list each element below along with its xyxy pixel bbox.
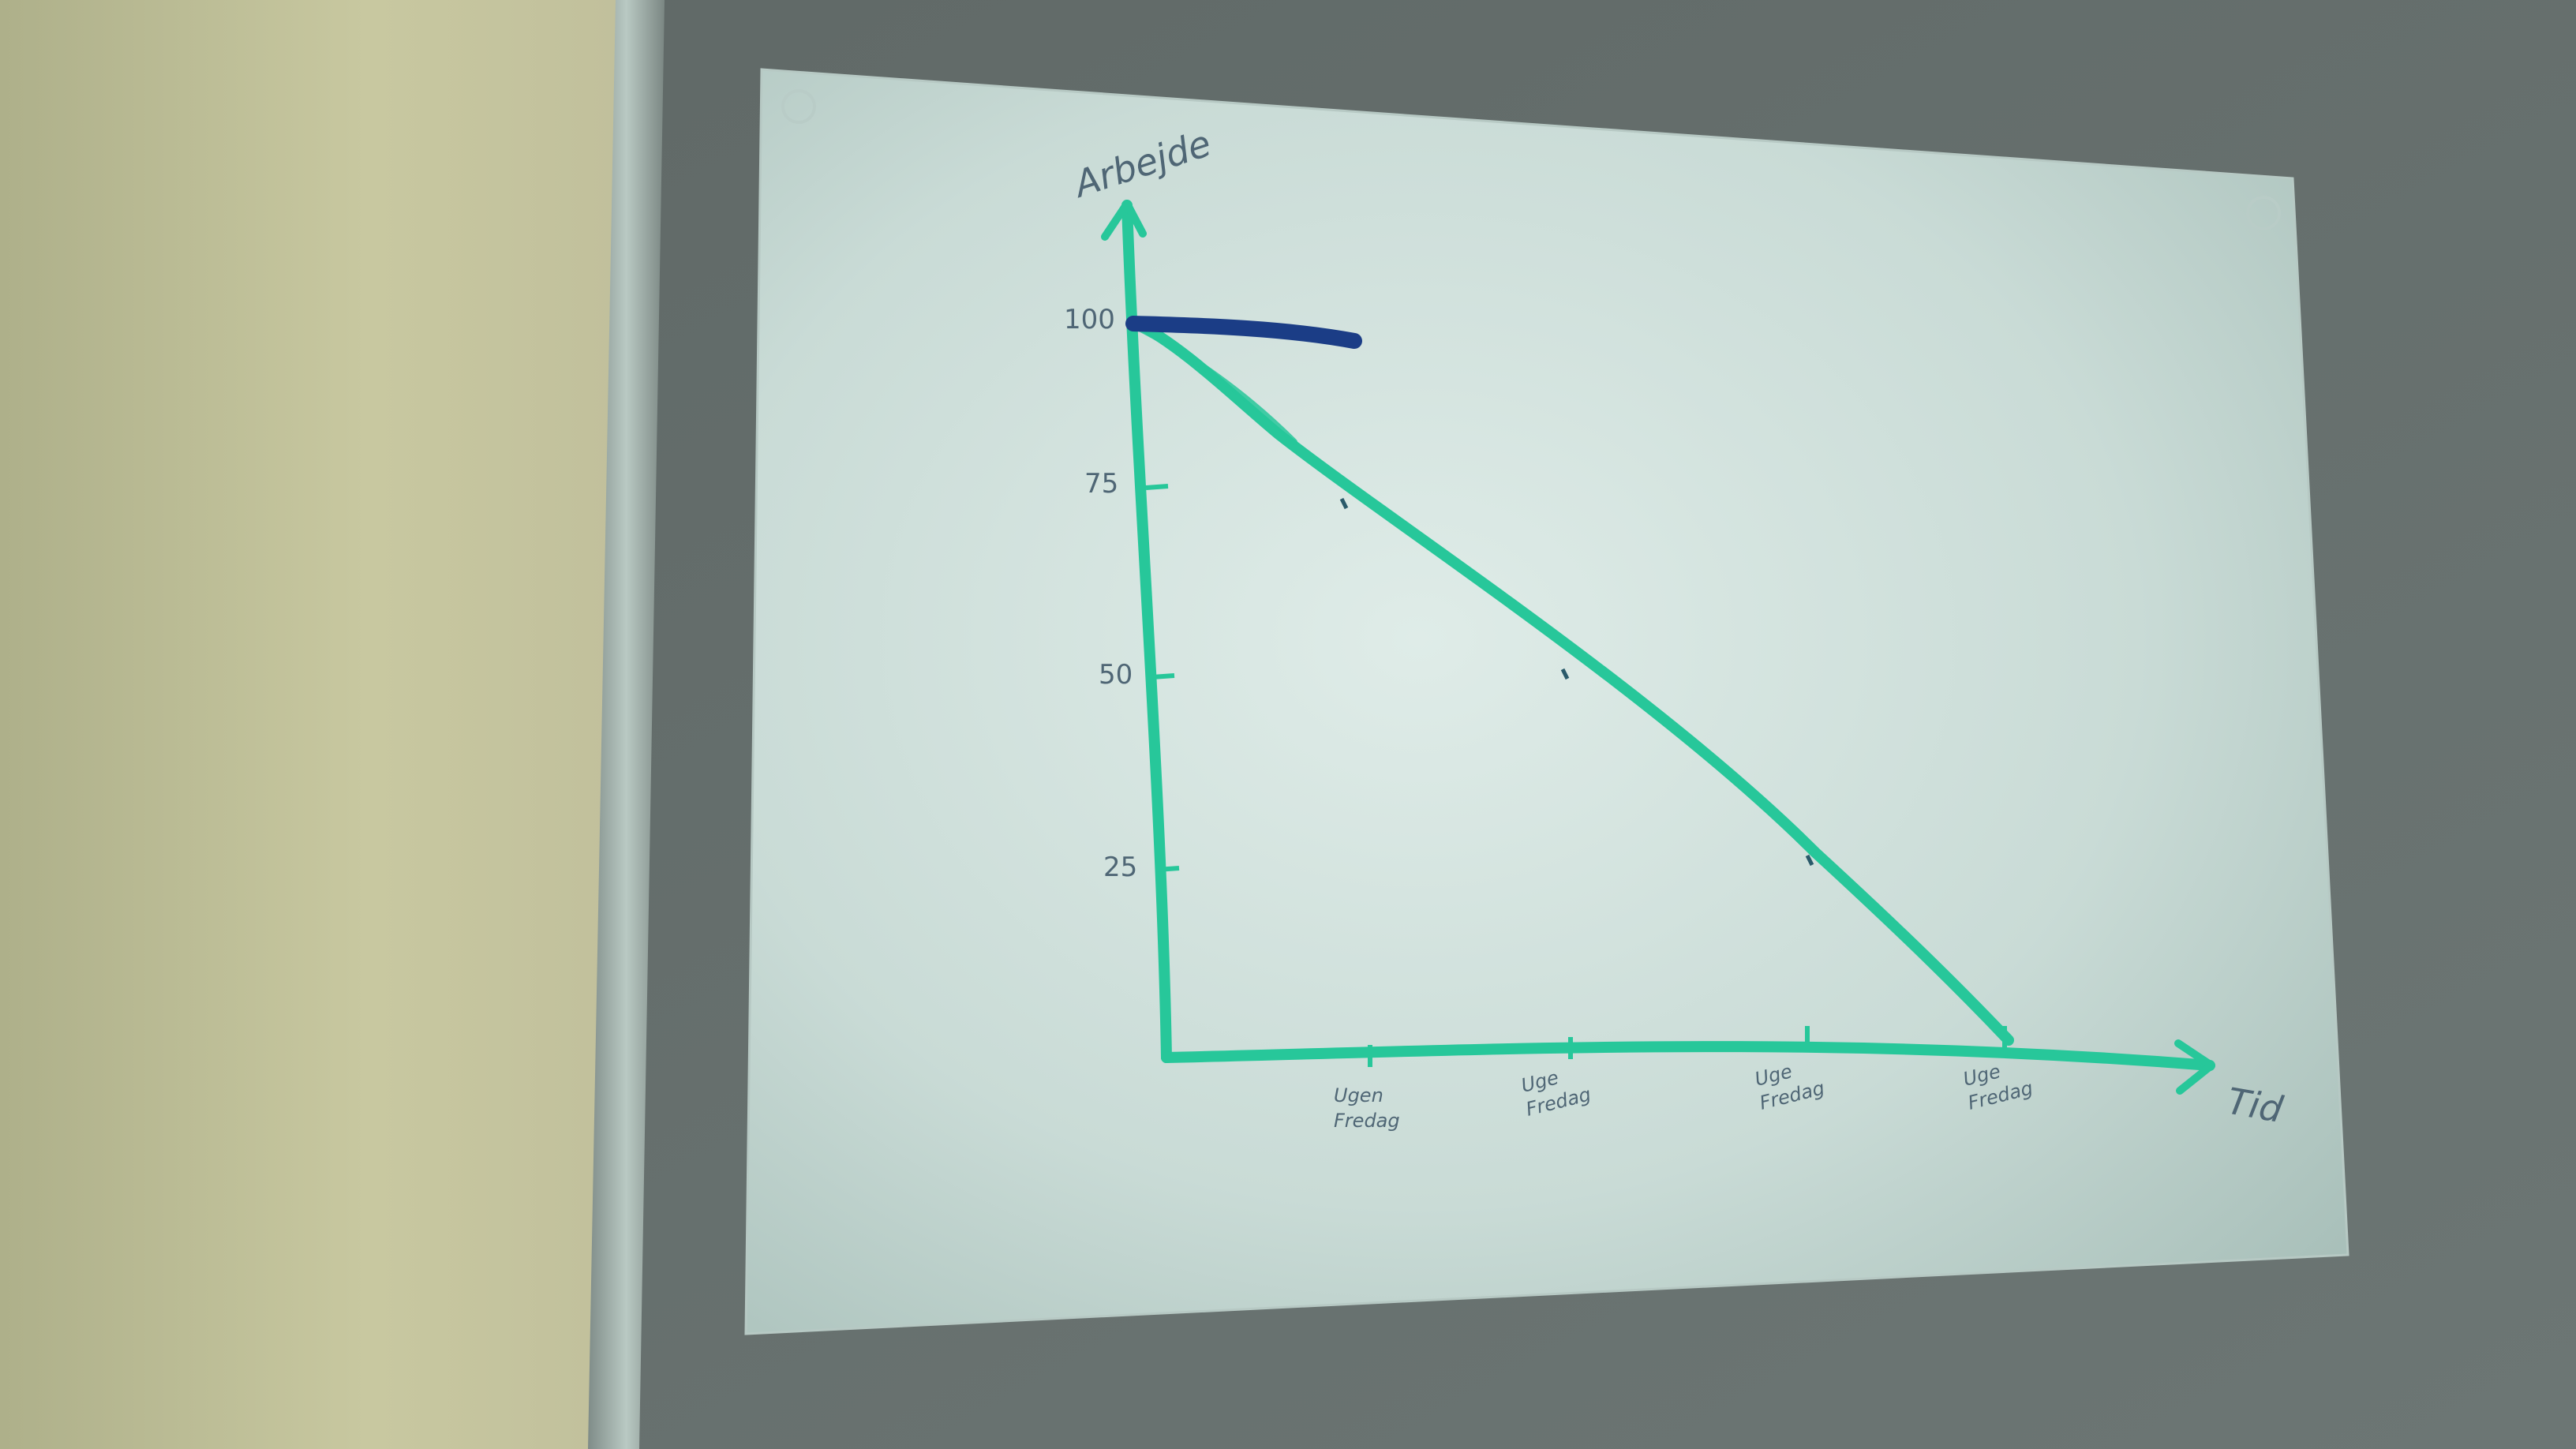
x-axis-line (1161, 1041, 2215, 1071)
x-axis-arrow (2174, 1039, 2215, 1095)
left-wall-panel (0, 0, 616, 1449)
pin-mark-top-left (781, 89, 816, 124)
burndown-line (1129, 316, 2014, 1046)
x-tick-label-1: Ugen Fredag (1334, 1084, 1400, 1132)
pin-mark-top-right (2246, 196, 2281, 230)
y-tick-25: 25 (1103, 852, 1137, 883)
burndown-point-marks (1339, 497, 1814, 867)
blue-marker-line (1125, 316, 1362, 349)
y-tick-100: 100 (1064, 304, 1115, 335)
svg-text:Ugen: Ugen (1334, 1084, 1383, 1106)
y-tick-75: 75 (1084, 468, 1118, 500)
wall-frame-edge (588, 0, 665, 1449)
y-tick-50: 50 (1099, 659, 1133, 691)
x-axis-label: Tid (2224, 1080, 2286, 1131)
paper-sheet (744, 68, 2349, 1335)
y-axis-arrow (1101, 200, 1147, 241)
burndown-line-double-stroke (1133, 324, 1297, 445)
y-tick-marks (1145, 484, 1180, 872)
svg-text:Fredag: Fredag (1334, 1110, 1400, 1132)
hand-drawn-chart: Arbejde Tid 100 75 50 25 Ugen Fredag Uge… (1064, 122, 2286, 1132)
x-tick-marks (1368, 1026, 2007, 1067)
